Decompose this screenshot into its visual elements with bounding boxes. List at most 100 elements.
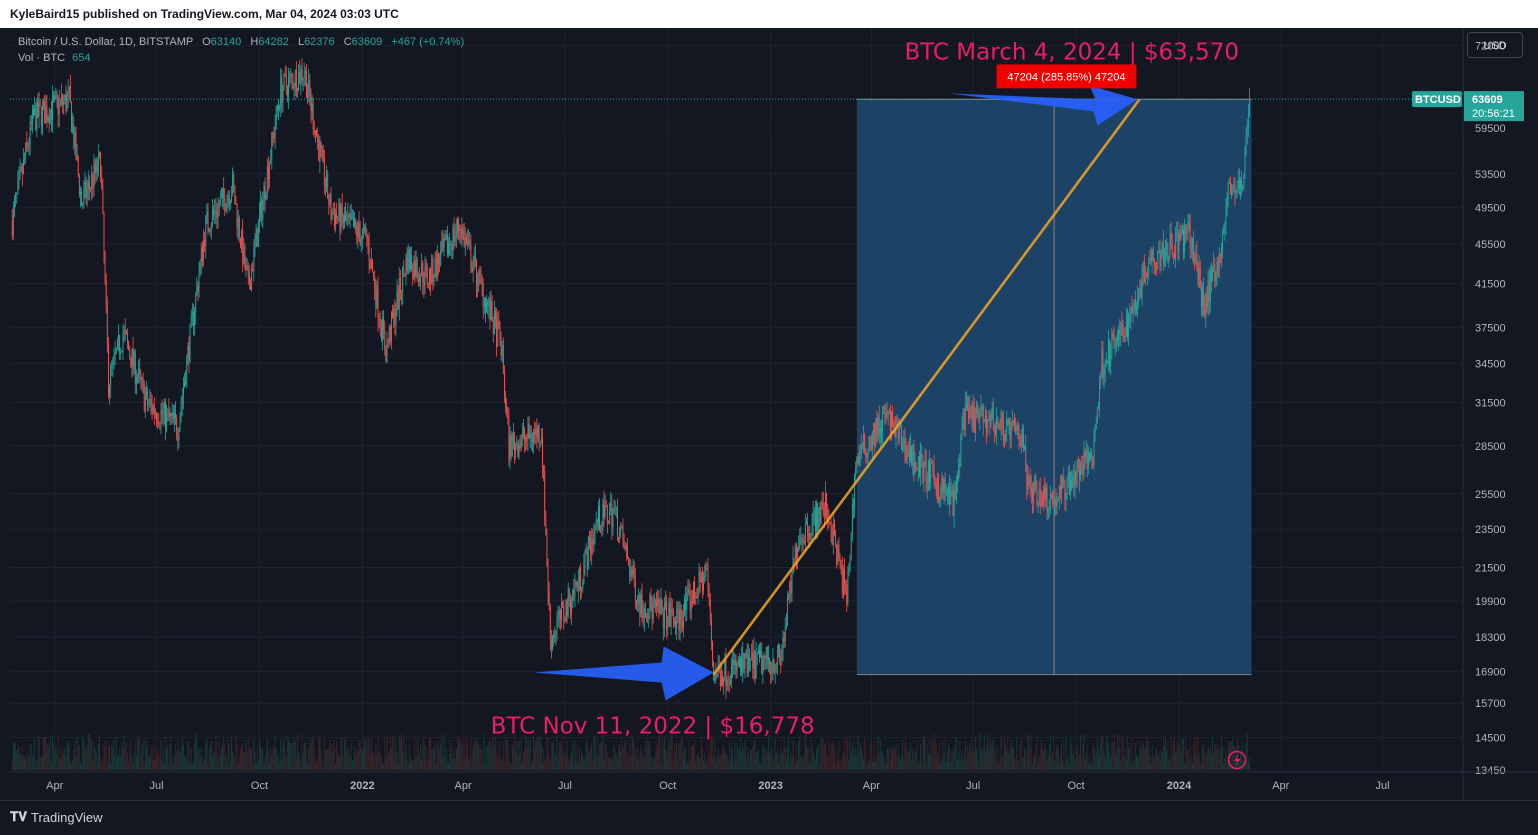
candle-body [562, 602, 564, 606]
candle-body [67, 90, 69, 97]
volume-bar [531, 761, 533, 770]
volume-bar [885, 762, 887, 770]
candle-body [905, 450, 907, 461]
candle-body [819, 507, 821, 524]
volume-bar [840, 759, 842, 770]
candle-body [624, 545, 626, 550]
candle-body [1194, 260, 1196, 263]
candle-body [690, 601, 692, 611]
candle-body [1200, 288, 1202, 307]
candle-body [662, 612, 664, 629]
volume-bar [1233, 746, 1235, 770]
volume-bar [1139, 748, 1141, 770]
candle-body [280, 77, 282, 109]
candle-body [378, 318, 380, 321]
candle-body [515, 443, 517, 452]
volume-bar [859, 742, 861, 770]
volume-bar [791, 757, 793, 770]
candle-body [807, 522, 809, 534]
volume-bar [434, 740, 436, 770]
candle-body [574, 585, 576, 596]
volume-bar [1114, 744, 1116, 770]
volume-bar [64, 747, 66, 770]
volume-bar [114, 758, 116, 770]
candle-body [210, 224, 212, 231]
candle-body [25, 143, 27, 159]
candle-body [1244, 147, 1246, 175]
trend-line[interactable] [712, 98, 1141, 676]
candle-body [616, 508, 618, 537]
arrow-high-icon[interactable] [949, 85, 1138, 126]
price-tick-label: 31500 [1475, 398, 1506, 410]
price-chart[interactable]: BTC Nov 11, 2022 | $16,778 BTC March 4, … [0, 28, 1538, 800]
volume-bar [1129, 742, 1131, 770]
time-axis[interactable]: Apr Jul Oct 2022 Apr Jul Oct 2023 Apr Jul Oct 2024 A… [10, 771, 1538, 792]
candle-body [691, 601, 693, 604]
price-tick-label: 21500 [1475, 562, 1506, 574]
volume-bar [167, 743, 169, 770]
candle-body [1000, 412, 1002, 430]
volume-bar [902, 738, 904, 770]
volume-bar [389, 734, 391, 770]
price-axis[interactable]: 7200059500535004950045500415003750034500… [1462, 28, 1506, 800]
volume-bar [978, 763, 980, 770]
candle-body [964, 404, 966, 431]
volume-bar [303, 742, 305, 770]
candle-body [506, 407, 508, 412]
volume-bar [524, 750, 526, 770]
candle-body [333, 213, 335, 226]
candle-body [395, 312, 397, 325]
candle-body [21, 167, 23, 174]
candle-body [1036, 491, 1038, 505]
volume-bar [486, 746, 487, 770]
candle-body [556, 623, 558, 635]
candle-body [30, 121, 32, 125]
arrow-low-icon[interactable] [533, 646, 714, 701]
candle-body [349, 214, 351, 217]
candle-body [460, 229, 462, 239]
candle-body [1085, 449, 1087, 458]
volume-bar [987, 734, 989, 770]
volume-bar [1084, 759, 1086, 770]
candle-body [346, 218, 348, 221]
candle-body [591, 538, 593, 554]
candle-body [1165, 248, 1167, 257]
volume-bar [1122, 737, 1124, 770]
candle-body [1092, 457, 1094, 466]
candle-body [100, 153, 102, 178]
candle-body [802, 541, 804, 543]
candle-body [762, 659, 764, 674]
tradingview-logo[interactable]: 𝐓𝐕 TradingView [10, 809, 103, 825]
volume-bar [1157, 756, 1159, 770]
volume-bar [936, 753, 938, 770]
volume-bar [1103, 751, 1105, 770]
volume-bar [855, 746, 857, 770]
candle-body [990, 418, 992, 426]
candle-body [1223, 227, 1225, 233]
candle-body [196, 286, 198, 294]
volume-bar [501, 760, 503, 770]
currency-button[interactable]: USD [1467, 32, 1523, 58]
annotation-low[interactable]: BTC Nov 11, 2022 | $16,778 [491, 714, 815, 740]
measure-label[interactable]: 47204 (285.85%) 47204 [996, 64, 1137, 89]
volume-bar [682, 753, 684, 770]
volume-bar [319, 734, 321, 770]
candle-body [572, 590, 574, 603]
candle-body [757, 649, 759, 654]
annotation-high[interactable]: BTC March 4, 2024 | $63,570 [904, 39, 1239, 65]
volume-bar [175, 745, 177, 770]
candle-body [639, 595, 641, 617]
candle-body [582, 581, 584, 588]
volume-bar [206, 738, 208, 770]
lightning-icon[interactable] [1227, 750, 1247, 770]
candle-body [148, 403, 150, 405]
volume-bar [1055, 749, 1057, 770]
candle-body [407, 249, 409, 273]
volume-bar [595, 755, 597, 770]
volume-bar [263, 763, 265, 770]
volume-bar [56, 751, 58, 770]
candle-body [260, 200, 262, 215]
candle-body [457, 219, 458, 231]
candle-body [523, 428, 524, 434]
volume-bar [813, 755, 815, 770]
